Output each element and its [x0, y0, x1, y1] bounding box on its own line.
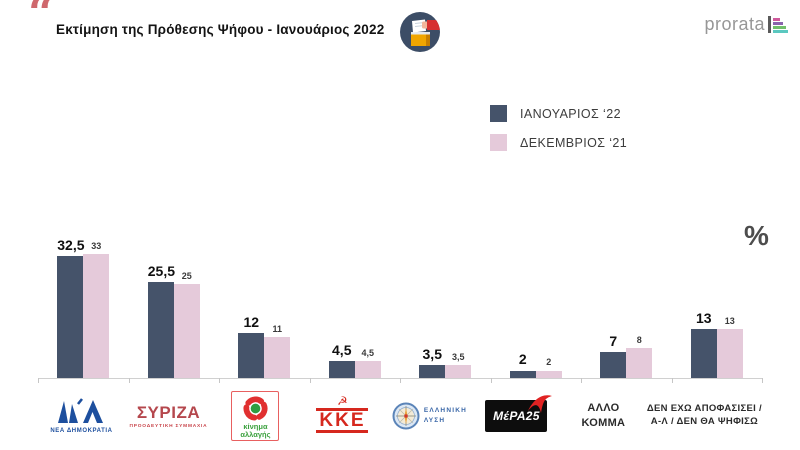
x-axis-category-labels: ΝΕΑ ΔΗΜΟΚΡΑΤΙΑ ΣΥΡΙΖΑ ΠΡΟΟΔΕΥΤΙΚΗ ΣΥΜΜΑΧ… [38, 386, 762, 446]
axis-tick [38, 378, 39, 383]
legend-swatch-jan22 [490, 105, 507, 122]
bar-dec21 [354, 361, 381, 378]
legend-item-dec21: ΔΕΚΕΜΒΡΙΟΣ ‘21 [490, 134, 627, 151]
legend-item-jan22: ΙΑΝΟΥΑΡΙΟΣ ‘22 [490, 105, 627, 122]
party-label-syriza: ΣΥΡΙΖΑ ΠΡΟΟΔΕΥΤΙΚΗ ΣΥΜΜΑΧΙΑ [129, 402, 208, 429]
legend-label: ΙΑΝΟΥΑΡΙΟΣ ‘22 [520, 106, 621, 121]
party-label-elliniki-lysi: ΕΛΛΗΝΙΚΗ ΛΥΣΗ [386, 386, 473, 446]
axis-tick [309, 378, 311, 383]
kinima-allagis-logo-icon [243, 396, 268, 421]
x-axis-line [38, 378, 763, 383]
axis-tick [128, 378, 130, 383]
axis-tick [490, 378, 492, 383]
bar-value-dec21: 33 [91, 240, 102, 251]
bar-jan22 [690, 329, 717, 378]
hammer-sickle-icon: ☭ [337, 393, 348, 408]
bar-chart: 32,5 33 25,5 25 12 11 4,5 4,5 3,5 3,5 2 2 7 8 13 13 [38, 230, 762, 378]
legend-label: ΔΕΚΕΜΒΡΙΟΣ ‘21 [520, 135, 628, 150]
bar-dec21 [173, 284, 200, 378]
bar-value-dec21: 4,5 [361, 348, 374, 359]
axis-tick [581, 378, 582, 383]
legend-swatch-dec21 [490, 134, 507, 151]
bar-jan22 [57, 255, 84, 378]
party-label-nea-dimokratia: ΝΕΑ ΔΗΜΟΚΡΑΤΙΑ [38, 386, 125, 446]
bar-group-2: 25,5 25 [129, 230, 220, 378]
party-label-undecided: ΔΕΝ ΕΧΩ ΑΠΟΦΑΣΙΣΕΙ / Α-Λ / ΔΕΝ ΘΑ ΨΗΦΙΣΩ [646, 403, 762, 427]
nea-dimokratia-logo-icon [58, 398, 104, 423]
chart-legend: ΙΑΝΟΥΑΡΙΟΣ ‘22 ΔΕΚΕΜΒΡΙΟΣ ‘21 [490, 105, 627, 163]
party-label-kke: ☭ ΚΚΕ [299, 386, 386, 446]
bar-group-3: 12 11 [219, 230, 310, 378]
party-label-mera25: ΜέΡΑ25 [473, 386, 560, 446]
bar-value-jan22: 7 [609, 332, 618, 349]
bar-value-jan22: 25,5 [147, 263, 175, 280]
quote-icon: “ [28, 0, 55, 40]
bar-group-5: 3,5 3,5 [400, 230, 491, 378]
bar-dec21 [626, 347, 653, 378]
bar-value-jan22: 32,5 [57, 236, 85, 253]
bar-value-dec21: 25 [181, 271, 192, 281]
bar-value-jan22: 4,5 [332, 342, 352, 359]
axis-tick [671, 378, 673, 383]
bar-value-dec21: 3,5 [451, 351, 465, 362]
axis-tick [762, 378, 763, 383]
elliniki-lysi-logo-icon [392, 402, 420, 430]
bar-group-1: 32,5 33 [38, 230, 129, 378]
bar-jan22 [238, 332, 265, 378]
bar-value-jan22: 12 [243, 313, 260, 330]
bar-jan22 [419, 364, 446, 378]
bar-value-dec21: 2 [546, 357, 552, 368]
bar-group-4: 4,5 4,5 [310, 230, 401, 378]
axis-tick [219, 378, 220, 383]
bar-value-dec21: 11 [272, 323, 282, 334]
prorata-logo: prorata [704, 14, 788, 35]
bar-jan22 [147, 282, 174, 378]
bar-dec21 [716, 329, 743, 378]
percent-unit-label: % [744, 220, 769, 251]
bar-group-8: 13 13 [672, 230, 763, 378]
bar-dec21 [445, 364, 472, 378]
bar-value-jan22: 13 [695, 310, 712, 327]
party-label-kinima-allagis: κίνημα αλλαγής [212, 386, 299, 446]
bar-value-dec21: 13 [724, 316, 735, 327]
page-title: Εκτίμηση της Πρόθεσης Ψήφου - Ιανουάριος… [56, 22, 385, 37]
bar-jan22 [509, 370, 536, 378]
party-label-other-party: ΑΛΛΟ ΚΟΜΜΑ [581, 402, 626, 429]
bar-value-jan22: 2 [518, 351, 527, 368]
prorata-logo-text: prorata [704, 14, 765, 34]
mera25-swallow-icon [528, 395, 553, 413]
bar-jan22 [328, 361, 355, 378]
axis-tick [400, 378, 401, 383]
bar-value-jan22: 3,5 [422, 345, 442, 362]
bar-dec21 [535, 370, 562, 378]
bar-value-dec21: 8 [636, 334, 642, 345]
ballot-box-icon [399, 11, 441, 53]
bar-dec21 [264, 336, 291, 378]
bar-dec21 [83, 253, 110, 378]
bar-jan22 [600, 351, 627, 378]
prorata-bars-icon [768, 15, 788, 34]
